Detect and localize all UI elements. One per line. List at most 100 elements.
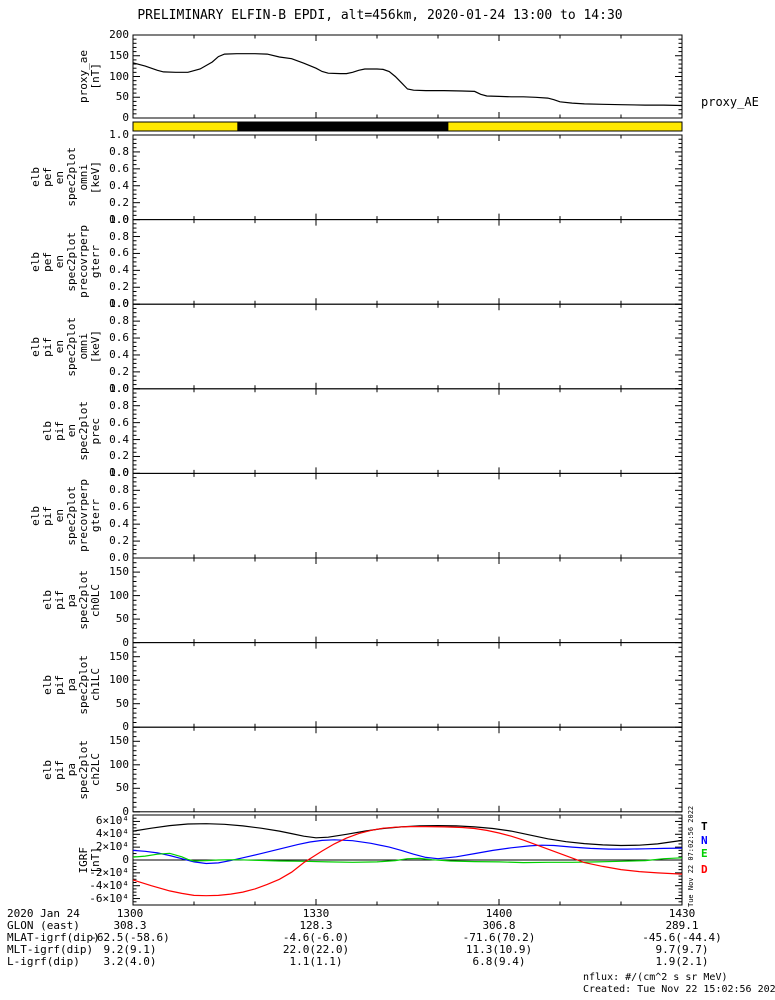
panel-title-elb_pif_en_spec2plot_precovrperp_gterr: elb pif en spec2plot precovrperp gterr: [24, 473, 102, 558]
ytick-label-elb_pif_en_spec2plot_precovrperp_gterr: 1.0: [109, 466, 129, 480]
panel-frame-elb_pef_en_spec2plot_omni: [132, 134, 683, 221]
ytick-label-elb_pef_en_spec2plot_precovrperp_gterr: 0.2: [109, 280, 129, 294]
ytick-label-elb_pif_en_spec2plot_precovrperp_gterr: 0.6: [109, 500, 129, 514]
ytick-label-elb_pif_pa_spec2plot_ch2LC: 50: [115, 781, 129, 795]
ytick-label-elb_pif_en_spec2plot_omni: 0.2: [109, 364, 129, 378]
series-N: [132, 839, 683, 865]
footer-value: -45.6(-44.4): [642, 931, 722, 944]
footer-row-label: L-igrf(dip): [7, 955, 80, 968]
panel-title-proxy_ae: proxy_ae [nT]: [24, 35, 102, 118]
ytick-label-elb_pef_en_spec2plot_precovrperp_gterr: 0.6: [109, 246, 129, 260]
footer-row-label: 2020 Jan 24: [7, 907, 80, 920]
created-timestamp: Created: Tue Nov 22 15:02:56 2022: [583, 984, 775, 995]
panel-title-line: [nT]: [89, 846, 102, 874]
ytick-label-igrf: 4×10⁴: [95, 827, 129, 841]
panel-frame-elb_pif_pa_spec2plot_ch1LC: [132, 642, 683, 728]
legend-entry-D: D: [701, 863, 708, 876]
ytick-label-igrf: -4×10⁴: [89, 878, 129, 892]
ytick-label-elb_pif_en_spec2plot_precovrperp_gterr: 0.4: [109, 517, 129, 531]
ytick-label-elb_pef_en_spec2plot_precovrperp_gterr: 0.4: [109, 263, 129, 277]
ytick-label-elb_pif_pa_spec2plot_ch2LC: 150: [109, 734, 129, 748]
panel-title-line: gterr: [89, 245, 102, 279]
ytick-label-elb_pif_en_spec2plot_prec: 0.0: [109, 466, 129, 480]
ytick-label-elb_pif_pa_spec2plot_ch0LC: 0: [122, 635, 129, 649]
footer-row-3: MLT-igrf(dip) 9.2(9.1) 22.0(22.0) 11.3(10.9…: [0, 944, 775, 956]
ytick-label-elb_pif_pa_spec2plot_ch0LC: 150: [109, 565, 129, 579]
panel-frame-elb_pif_pa_spec2plot_ch0LC: [132, 557, 683, 644]
footer-value: 3.2(4.0): [103, 955, 157, 968]
footer-row-2: MLAT-igrf(dip) -62.5(-58.6) -4.6(-6.0) -71.…: [0, 932, 775, 944]
legend-entry-E: E: [701, 847, 708, 860]
ytick-label-elb_pif_pa_spec2plot_ch2LC: 100: [109, 757, 129, 771]
ytick-label-elb_pif_en_spec2plot_prec: 0.2: [109, 449, 129, 463]
ytick-label-igrf: 6×10⁴: [95, 814, 129, 828]
ytick-label-elb_pif_en_spec2plot_prec: 1.0: [109, 381, 129, 395]
page-title: PRELIMINARY ELFIN-B EPDI, alt=456km, 202…: [137, 8, 623, 23]
legend-entry-N: N: [701, 834, 708, 847]
panel-title-line: prec: [89, 417, 102, 445]
panel-frame-elb_pif_en_spec2plot_prec: [132, 388, 683, 474]
panel-frame-elb_pif_pa_spec2plot_ch2LC: [132, 726, 683, 813]
footer-value: 1.9(2.1): [655, 955, 709, 968]
ytick-label-elb_pif_en_spec2plot_precovrperp_gterr: 0.0: [109, 551, 129, 564]
footer-value: 1300: [116, 907, 144, 920]
footer-value: -4.6(-6.0): [282, 931, 350, 944]
panel-title-elb_pif_en_spec2plot_omni: elb pif en spec2plot omni [keV]: [24, 304, 102, 389]
footer-value: 6.8(9.4): [472, 955, 526, 968]
panel-title-elb_pif_pa_spec2plot_ch2LC: elb pif pa spec2plot ch2LC: [24, 727, 102, 812]
legend-entry-T: T: [701, 820, 708, 833]
ytick-label-elb_pif_en_spec2plot_omni: 0.8: [109, 314, 129, 328]
ytick-label-proxy_ae: 100: [109, 69, 129, 83]
panel-frame-elb_pef_en_spec2plot_precovrperp_gterr: [132, 219, 683, 305]
series-E: [132, 852, 683, 864]
panel-title-elb_pef_en_spec2plot_precovrperp_gterr: elb pef en spec2plot precovrperp gterr: [24, 220, 102, 305]
ytick-label-elb_pef_en_spec2plot_precovrperp_gterr: 0.8: [109, 229, 129, 243]
ytick-label-proxy_ae: 0: [122, 111, 129, 124]
footer-row-0: 2020 Jan 24 1300 1330 1400 1430: [0, 908, 775, 920]
panel-title-line: ch2LC: [89, 752, 102, 787]
ytick-label-elb_pif_en_spec2plot_prec: 0.4: [109, 432, 129, 446]
ytick-label-elb_pif_en_spec2plot_omni: 0.6: [109, 331, 129, 345]
panel-title-igrf: IGRF [nT]: [24, 815, 102, 905]
footer-value: 306.8: [482, 919, 516, 932]
panel-frame-elb_pif_en_spec2plot_precovrperp_gterr: [132, 472, 683, 559]
ytick-label-proxy_ae: 200: [109, 28, 129, 41]
ytick-label-elb_pif_en_spec2plot_omni: 0.4: [109, 347, 129, 361]
ytick-label-igrf: -2×10⁴: [89, 865, 129, 879]
panel-title-elb_pef_en_spec2plot_omni: elb pef en spec2plot omni [keV]: [24, 135, 102, 220]
ytick-label-proxy_ae: 50: [115, 90, 129, 104]
ytick-label-elb_pif_en_spec2plot_precovrperp_gterr: 0.8: [109, 483, 129, 497]
footer-row-4: L-igrf(dip) 3.2(4.0) 1.1(1.1) 6.8(9.4) 1.9(2…: [0, 956, 775, 968]
ytick-label-elb_pif_en_spec2plot_omni: 1.0: [109, 297, 129, 311]
ytick-label-elb_pef_en_spec2plot_omni: 0.6: [109, 161, 129, 175]
footer-row-label: MLAT-igrf(dip): [7, 931, 100, 944]
footer-value: 1.1(1.1): [289, 955, 343, 968]
ytick-label-elb_pif_pa_spec2plot_ch0LC: 50: [115, 612, 129, 626]
ytick-label-elb_pef_en_spec2plot_omni: 0.0: [109, 212, 129, 226]
series-proxy_AE: [132, 53, 683, 107]
ytick-label-igrf: 2×10⁴: [95, 840, 129, 854]
ytick-label-elb_pif_pa_spec2plot_ch2LC: 0: [122, 804, 129, 818]
panel-title-elb_pif_pa_spec2plot_ch0LC: elb pif pa spec2plot ch0LC: [24, 558, 102, 643]
proxy-ae-series-label: proxy_AE: [701, 95, 759, 109]
ytick-label-igrf: -6×10⁴: [89, 891, 129, 905]
series-D: [132, 825, 683, 897]
ytick-label-elb_pef_en_spec2plot_omni: 0.2: [109, 195, 129, 209]
ytick-label-elb_pef_en_spec2plot_precovrperp_gterr: 0.0: [109, 297, 129, 311]
ytick-label-elb_pif_en_spec2plot_omni: 0.0: [109, 381, 129, 395]
panel-title-line: [keV]: [89, 329, 102, 364]
panel-frame-elb_pif_en_spec2plot_omni: [132, 303, 683, 390]
footer-value: 128.3: [299, 919, 333, 932]
ytick-label-elb_pef_en_spec2plot_omni: 1.0: [109, 128, 129, 141]
footer-row-label: GLON (east): [7, 919, 80, 932]
ytick-label-igrf: 0: [122, 853, 129, 866]
ytick-label-elb_pif_en_spec2plot_precovrperp_gterr: 0.2: [109, 534, 129, 548]
coverage-bar-segment: [237, 122, 449, 131]
footer-value: 1330: [302, 907, 330, 920]
panel-title-line: ch0LC: [89, 583, 102, 617]
ytick-label-elb_pef_en_spec2plot_omni: 0.4: [109, 178, 129, 192]
panel-title-elb_pif_en_spec2plot_prec: elb pif en spec2plot prec: [24, 389, 102, 474]
ytick-label-elb_pef_en_spec2plot_omni: 0.8: [109, 144, 129, 158]
